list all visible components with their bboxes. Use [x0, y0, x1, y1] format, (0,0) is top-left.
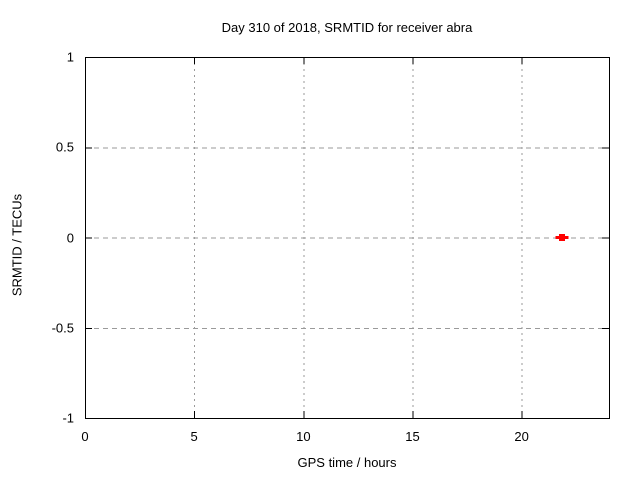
x-tick-label: 0	[81, 429, 89, 444]
x-tick-label: 5	[190, 429, 198, 444]
y-tick-label: 0	[66, 230, 74, 245]
y-tick-label: -1	[62, 410, 74, 426]
x-tick-label: 10	[296, 429, 311, 444]
y-tick-label: 0.5	[55, 139, 74, 155]
data-point-center	[559, 234, 566, 241]
x-axis-label: GPS time / hours	[297, 455, 397, 470]
x-tick-label: 15	[405, 429, 420, 444]
chart-title: Day 310 of 2018, SRMTID for receiver abr…	[221, 20, 473, 35]
x-tick-label: 20	[514, 429, 529, 444]
y-tick-label: 1	[66, 49, 74, 65]
y-tick-label: -0.5	[51, 320, 74, 336]
